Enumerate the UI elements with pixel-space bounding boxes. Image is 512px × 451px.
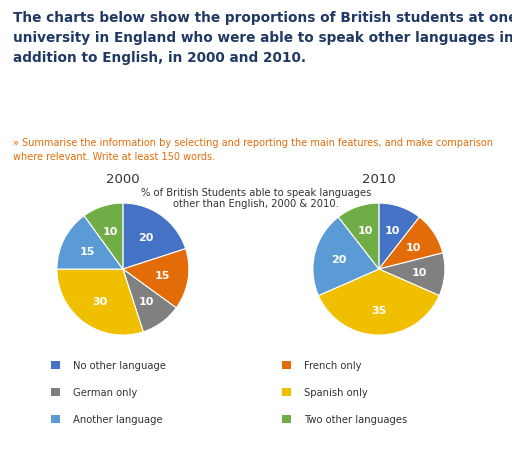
Text: 15: 15: [80, 247, 95, 257]
Text: 10: 10: [103, 227, 118, 237]
Text: No other language: No other language: [73, 360, 166, 370]
Text: Spanish only: Spanish only: [304, 387, 368, 397]
Text: 10: 10: [406, 242, 421, 252]
Wedge shape: [338, 204, 379, 270]
Wedge shape: [313, 217, 379, 296]
Text: German only: German only: [73, 387, 137, 397]
Title: 2010: 2010: [362, 173, 396, 186]
Text: » Summarise the information by selecting and reporting the main features, and ma: » Summarise the information by selecting…: [13, 138, 493, 161]
Wedge shape: [123, 204, 186, 270]
Text: 15: 15: [154, 271, 169, 281]
Text: 10: 10: [385, 226, 400, 236]
Wedge shape: [123, 270, 176, 332]
Wedge shape: [318, 270, 439, 336]
Text: % of British Students able to speak languages
other than English, 2000 & 2010.: % of British Students able to speak lang…: [141, 187, 371, 209]
Wedge shape: [379, 253, 445, 296]
Text: 20: 20: [332, 254, 347, 264]
Text: French only: French only: [304, 360, 361, 370]
Wedge shape: [123, 249, 189, 308]
Text: 10: 10: [412, 268, 428, 278]
Text: 20: 20: [138, 233, 154, 243]
Title: 2000: 2000: [106, 173, 140, 186]
Text: Another language: Another language: [73, 414, 163, 424]
Wedge shape: [379, 204, 419, 270]
Wedge shape: [57, 216, 123, 270]
Text: The charts below show the proportions of British students at one
university in E: The charts below show the proportions of…: [13, 11, 512, 65]
Wedge shape: [57, 269, 143, 335]
Wedge shape: [84, 204, 123, 270]
Text: 30: 30: [92, 296, 107, 306]
Text: Two other languages: Two other languages: [304, 414, 407, 424]
Text: 10: 10: [138, 296, 154, 306]
Wedge shape: [379, 217, 443, 270]
Text: 10: 10: [358, 226, 373, 236]
Text: 35: 35: [371, 305, 387, 315]
